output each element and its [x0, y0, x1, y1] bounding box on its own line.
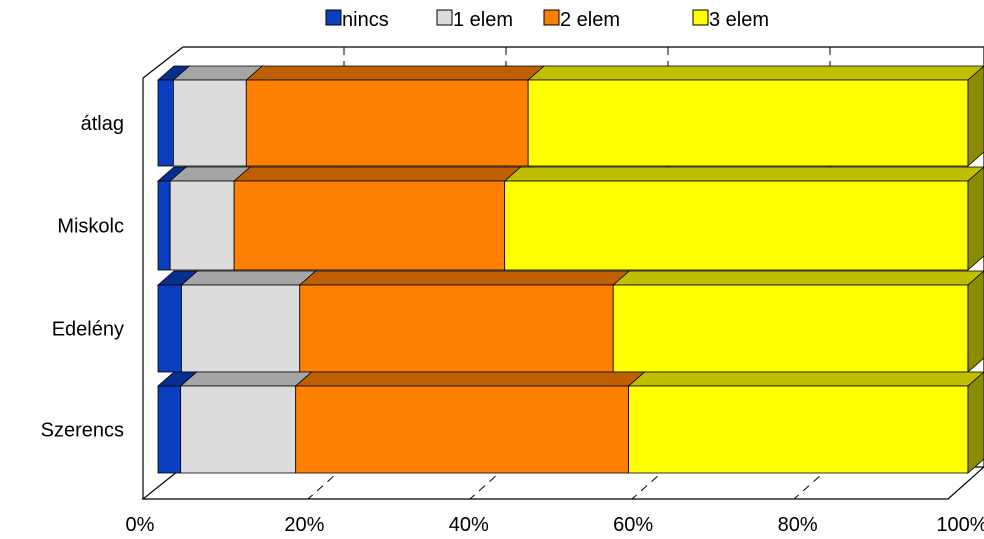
- bar-segment: [627, 371, 984, 474]
- category-label: átlag: [81, 113, 124, 135]
- legend-swatch: [543, 9, 560, 26]
- x-tick-label: 0%: [126, 514, 155, 536]
- legend-label: 1 elem: [453, 9, 513, 31]
- bar-front-face: [233, 180, 506, 271]
- bar-segment: [180, 270, 317, 373]
- bar-side-face: [967, 371, 984, 474]
- bars: [156, 65, 984, 474]
- bar-front-face: [157, 284, 182, 373]
- legend: nincs 1 elem 2 elem 3 elem: [325, 9, 769, 31]
- legend-label: nincs: [342, 9, 389, 31]
- bar-front-face: [299, 284, 614, 373]
- legend-item: 3 elem: [692, 9, 769, 31]
- bar-front-face: [157, 385, 182, 474]
- bar-segment: [156, 371, 198, 474]
- bar-top-face: [180, 270, 317, 286]
- bar-top-face: [294, 371, 646, 387]
- bar-top-face: [612, 270, 984, 286]
- chart-walls: [141, 46, 984, 500]
- legend-item: nincs: [325, 9, 389, 31]
- bar-top-face: [527, 65, 984, 81]
- bar-segment: [294, 371, 646, 474]
- bar-front-face: [612, 284, 969, 373]
- bar-front-face: [180, 385, 297, 474]
- x-tick-label: 40%: [449, 514, 489, 536]
- x-tick-label: 100%: [936, 514, 984, 536]
- bar-segment: [527, 65, 984, 167]
- bar-front-face: [172, 79, 247, 167]
- bar-front-face: [295, 385, 630, 474]
- bar-top-face: [503, 166, 984, 182]
- x-axis-tick-labels: 0% 20% 40% 60% 80% 100%: [126, 514, 984, 536]
- bar-top-face: [179, 371, 313, 387]
- bar-front-face: [181, 284, 301, 373]
- legend-swatch: [692, 9, 709, 26]
- bar-top-face: [298, 270, 631, 286]
- bar-front-face: [504, 180, 969, 271]
- bar-segment: [233, 166, 522, 271]
- x-tick-label: 20%: [284, 514, 324, 536]
- category-label: Szerencs: [41, 420, 124, 442]
- bar-segment: [503, 166, 984, 271]
- legend-swatch: [436, 9, 453, 26]
- bar-front-face: [157, 79, 174, 167]
- bar-segment: [245, 65, 546, 167]
- bar-front-face: [245, 79, 529, 167]
- floor-plane: [141, 466, 984, 500]
- category-label: Edelény: [52, 319, 124, 341]
- bar-segment: [179, 371, 313, 474]
- x-tick-label: 80%: [778, 514, 818, 536]
- bar-top-face: [627, 371, 984, 387]
- category-labels: átlag Miskolc Edelény Szerencs: [41, 113, 124, 442]
- legend-item: 1 elem: [436, 9, 513, 31]
- bar-segment: [156, 65, 191, 167]
- bar-segment: [169, 166, 252, 271]
- legend-label: 2 elem: [560, 9, 620, 31]
- back-wall-edge: [142, 46, 184, 499]
- legend-item: 2 elem: [543, 9, 620, 31]
- bar-top-face: [233, 166, 522, 182]
- bar-front-face: [628, 385, 969, 474]
- legend-label: 3 elem: [709, 9, 769, 31]
- bar-front-face: [527, 79, 969, 167]
- legend-swatch: [325, 9, 342, 26]
- bar-top-face: [245, 65, 546, 81]
- bar-side-face: [967, 65, 984, 167]
- x-tick-label: 60%: [613, 514, 653, 536]
- bar-segment: [298, 270, 631, 373]
- category-label: Miskolc: [57, 216, 124, 238]
- bar-front-face: [157, 180, 171, 271]
- bar-segment: [612, 270, 984, 373]
- bar-side-face: [967, 270, 984, 373]
- bar-side-face: [967, 166, 984, 271]
- bar-front-face: [169, 180, 235, 271]
